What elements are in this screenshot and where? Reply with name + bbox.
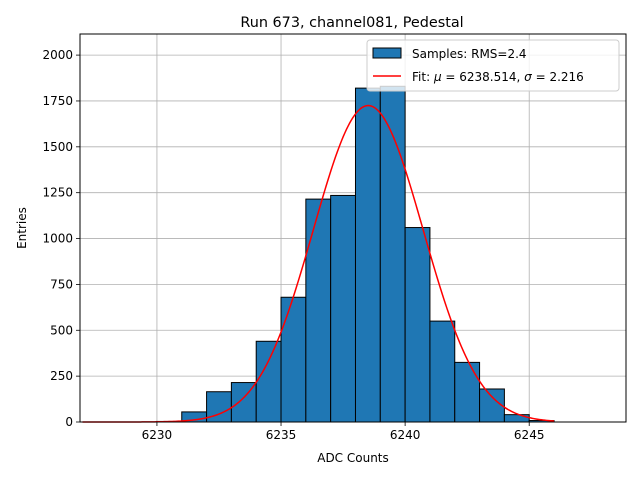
x-tick-label: 6245 (514, 428, 545, 442)
legend-fit-prefix: Fit: (412, 70, 434, 84)
y-tick-label: 750 (50, 277, 73, 291)
x-tick-label: 6240 (390, 428, 421, 442)
x-tick-label: 6235 (266, 428, 297, 442)
histogram-bar (404, 227, 431, 423)
y-tick-label: 0 (65, 415, 73, 429)
histogram-bar (280, 296, 307, 423)
legend-fit-label: Fit: μ = 6238.514, σ = 2.216 (412, 70, 584, 84)
histogram-bar (503, 414, 530, 423)
y-tick-label: 250 (50, 369, 73, 383)
y-tick-label: 1000 (42, 232, 73, 246)
histogram-bar (330, 194, 356, 423)
histogram-bar (206, 391, 232, 423)
x-axis-ticks: 6230 6235 6240 6245 (142, 422, 545, 442)
histogram-bar (354, 87, 381, 423)
x-tick-label: 6230 (142, 428, 173, 442)
legend-histogram-label: Samples: RMS=2.4 (412, 47, 527, 61)
y-tick-label: 500 (50, 323, 73, 337)
legend-fit-mu-value: = 6238.514, (442, 70, 525, 84)
histogram-bar (255, 340, 282, 423)
histogram-bars (156, 85, 555, 423)
chart-title: Run 673, channel081, Pedestal (240, 15, 463, 31)
y-axis-ticks: 0 250 500 750 1000 1250 1500 1750 2000 (42, 48, 80, 429)
histogram-bar (454, 361, 481, 423)
legend: Samples: RMS=2.4 Fit: μ = 6238.514, σ = … (366, 39, 620, 92)
histogram-bar (305, 198, 332, 423)
y-tick-label: 1500 (42, 140, 73, 154)
y-axis-label: Entries (15, 207, 29, 249)
x-axis-label: ADC Counts (317, 451, 389, 465)
y-tick-label: 2000 (42, 48, 73, 62)
legend-histogram-patch (372, 47, 402, 59)
legend-fit-sigma-symbol: σ (524, 70, 532, 84)
legend-box (366, 39, 620, 92)
histogram-bar (429, 320, 456, 423)
y-tick-label: 1750 (42, 94, 73, 108)
legend-fit-mu-symbol: μ (433, 70, 442, 84)
y-tick-label: 1250 (42, 186, 73, 200)
legend-fit-sigma-value: = 2.216 (532, 70, 584, 84)
plot-frame (79, 33, 627, 423)
